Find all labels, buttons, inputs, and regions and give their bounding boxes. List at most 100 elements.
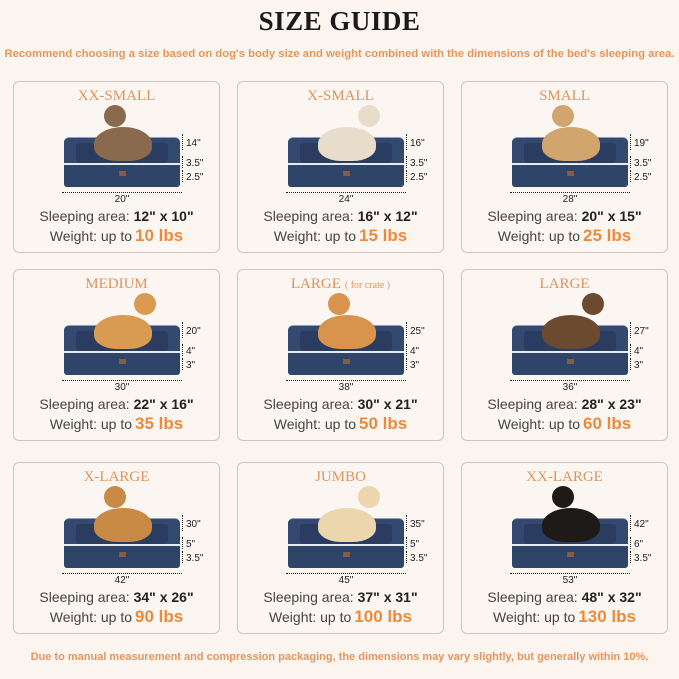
base-height-label: 3.5" [634, 553, 652, 564]
sleeping-area-label: Sleeping area: [263, 396, 354, 412]
weight-value: 35 lbs [135, 414, 184, 433]
size-name: LARGE [462, 276, 667, 293]
length-dimension-line [286, 573, 406, 574]
height-dimension-line [406, 515, 407, 531]
sleeping-area-value: 20" x 15" [581, 208, 642, 224]
top-dimension-line [182, 156, 183, 168]
weight-limit: Weight: up to 130 lbs [462, 607, 667, 627]
brand-tag [567, 552, 574, 557]
sleeping-area-value: 22" x 16" [133, 396, 194, 412]
base-dimension-line [630, 358, 631, 370]
sleeping-area-label: Sleeping area: [487, 589, 578, 605]
weight-label: Weight: up to [273, 228, 357, 244]
brand-tag [343, 359, 350, 364]
height-dimension-line [406, 322, 407, 338]
size-name-text: XX-SMALL [77, 88, 156, 104]
brand-tag [343, 552, 350, 557]
top-dimension-line [630, 537, 631, 549]
sleeping-area-value: 34" x 26" [133, 589, 194, 605]
length-dimension-line [510, 192, 630, 193]
top-dimension-line [630, 156, 631, 168]
sleeping-area-label: Sleeping area: [487, 208, 578, 224]
weight-label: Weight: up to [49, 228, 133, 244]
base-dimension-line [630, 170, 631, 182]
size-name: LARGE( for crate ) [238, 276, 443, 293]
weight-value: 60 lbs [583, 414, 632, 433]
size-name: XX-SMALL [14, 88, 219, 105]
bed-image [512, 293, 628, 375]
sleeping-area-value: 16" x 12" [357, 208, 418, 224]
pet-head [552, 105, 574, 127]
top-height-label: 4" [634, 346, 644, 357]
bed-image [512, 105, 628, 187]
sleeping-area-label: Sleeping area: [39, 396, 130, 412]
bed-image [288, 486, 404, 568]
pet-head [328, 293, 350, 315]
pet-image [94, 105, 152, 161]
weight-value: 50 lbs [359, 414, 408, 433]
top-dimension-line [406, 344, 407, 356]
base-dimension-line [182, 170, 183, 182]
top-height-label: 6" [634, 539, 644, 550]
top-height-label: 3.5" [410, 158, 428, 169]
brand-tag [567, 359, 574, 364]
weight-limit: Weight: up to 25 lbs [462, 226, 667, 246]
size-name-text: JUMBO [315, 469, 366, 485]
pet-image [542, 293, 604, 349]
length-dimension-line [510, 573, 630, 574]
sleeping-area-label: Sleeping area: [39, 208, 130, 224]
weight-label: Weight: up to [273, 416, 357, 432]
length-label: 24" [338, 194, 354, 205]
sleeping-area-label: Sleeping area: [39, 589, 130, 605]
weight-label: Weight: up to [497, 228, 581, 244]
size-name-text: X-LARGE [83, 469, 150, 485]
height-dimension-line [630, 134, 631, 150]
sleeping-area: Sleeping area: 28" x 23" [462, 396, 667, 412]
length-dimension-line [62, 192, 182, 193]
sleeping-area: Sleeping area: 22" x 16" [14, 396, 219, 412]
length-label: 20" [114, 194, 130, 205]
sleeping-area: Sleeping area: 12" x 10" [14, 208, 219, 224]
size-card: SMALL 28" 19" 3.5" 2.5" Sleeping area: 2… [461, 81, 668, 253]
top-dimension-line [630, 344, 631, 356]
base-height-label: 2.5" [410, 172, 428, 183]
base-dimension-line [182, 358, 183, 370]
size-name-text: LARGE [290, 276, 341, 292]
brand-tag [567, 171, 574, 176]
length-label: 45" [338, 575, 354, 586]
sleeping-area-label: Sleeping area: [487, 396, 578, 412]
height-dimension-line [630, 515, 631, 531]
sleeping-area-value: 12" x 10" [133, 208, 194, 224]
total-height-label: 30" [186, 519, 201, 530]
top-height-label: 5" [410, 539, 420, 550]
size-card: JUMBO 45" 35" 5" 3.5" Sleeping area: 37"… [237, 462, 444, 634]
total-height-label: 42" [634, 519, 649, 530]
top-dimension-line [406, 156, 407, 168]
footer-note: Due to manual measurement and compressio… [30, 651, 649, 663]
size-card: X-LARGE 42" 30" 5" 3.5" Sleeping area: 3… [13, 462, 220, 634]
length-dimension-line [62, 380, 182, 381]
size-name: X-SMALL [238, 88, 443, 105]
size-card: XX-LARGE 53" 42" 6" 3.5" Sleeping area: … [461, 462, 668, 634]
subtitle: Recommend choosing a size based on dog's… [4, 48, 675, 60]
size-note: ( for crate ) [344, 280, 391, 291]
top-dimension-line [182, 537, 183, 549]
height-dimension-line [182, 515, 183, 531]
bed-image [64, 105, 180, 187]
top-dimension-line [182, 344, 183, 356]
total-height-label: 25" [410, 326, 425, 337]
size-name: X-LARGE [14, 469, 219, 486]
size-name-text: XX-LARGE [526, 469, 603, 485]
top-height-label: 4" [410, 346, 420, 357]
top-height-label: 3.5" [186, 158, 204, 169]
weight-label: Weight: up to [49, 609, 133, 625]
height-dimension-line [182, 322, 183, 338]
size-name: SMALL [462, 88, 667, 105]
sleeping-area: Sleeping area: 20" x 15" [462, 208, 667, 224]
sleeping-area-value: 37" x 31" [357, 589, 418, 605]
length-label: 38" [338, 382, 354, 393]
height-dimension-line [630, 322, 631, 338]
total-height-label: 16" [410, 138, 425, 149]
length-label: 42" [114, 575, 130, 586]
pet-head [358, 486, 380, 508]
